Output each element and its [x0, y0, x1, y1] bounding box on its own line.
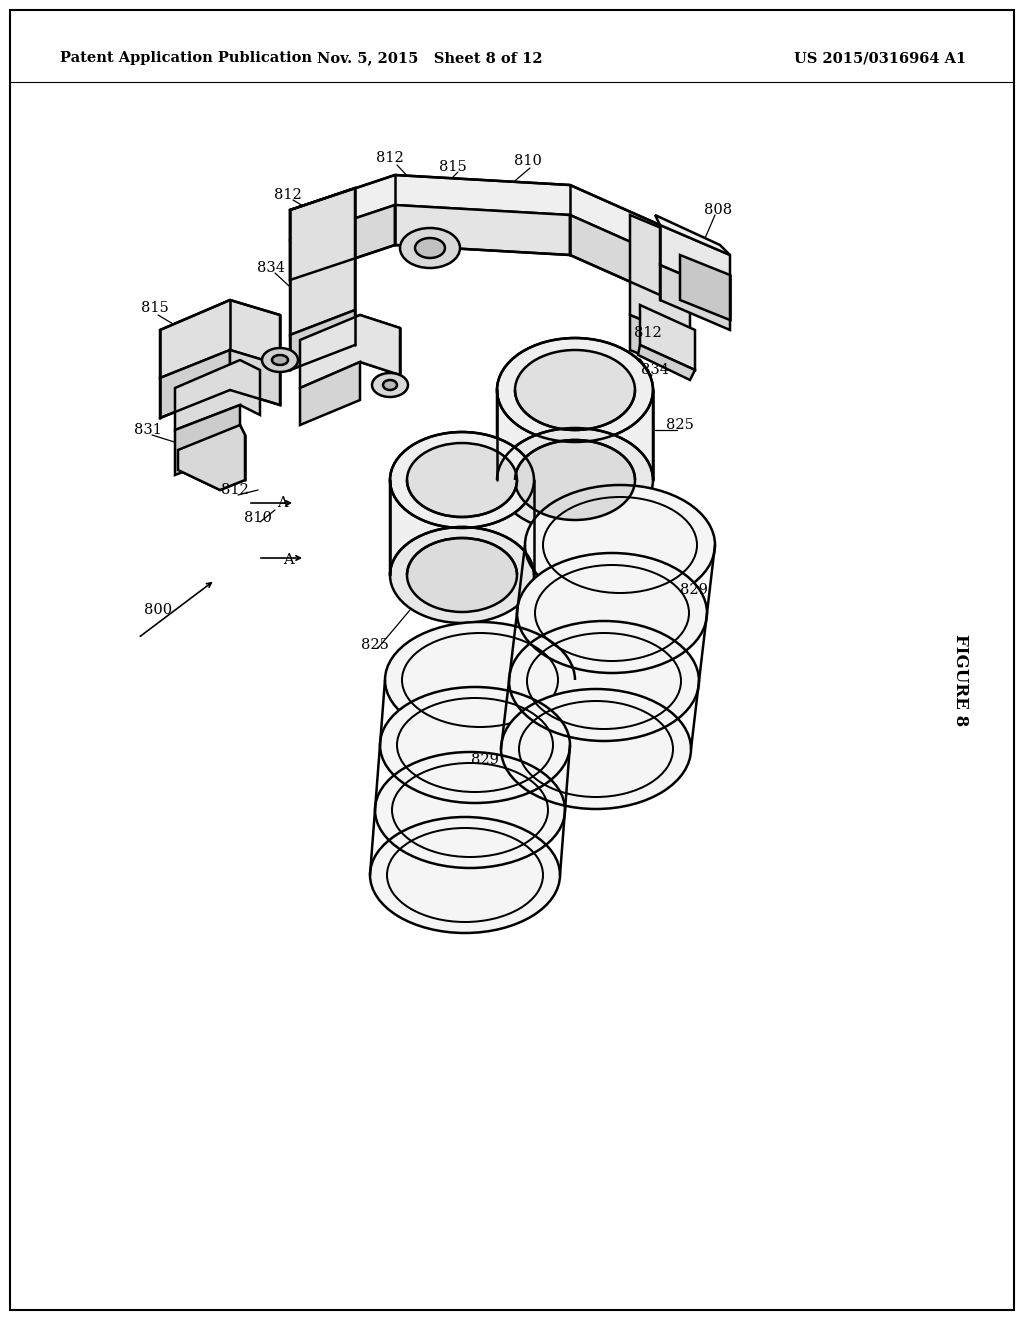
Polygon shape — [300, 362, 360, 425]
Text: 810: 810 — [514, 154, 542, 168]
Polygon shape — [290, 310, 355, 370]
Text: 829: 829 — [471, 752, 499, 767]
Text: 834: 834 — [641, 363, 669, 378]
Ellipse shape — [497, 338, 653, 442]
Ellipse shape — [375, 752, 565, 869]
Ellipse shape — [517, 553, 707, 673]
Polygon shape — [497, 389, 653, 500]
Text: 815: 815 — [439, 160, 467, 174]
Text: 831: 831 — [134, 422, 162, 437]
Polygon shape — [160, 350, 230, 418]
Text: 810: 810 — [244, 511, 272, 525]
Text: 834: 834 — [257, 261, 285, 275]
Polygon shape — [175, 405, 240, 475]
Polygon shape — [230, 350, 280, 405]
Ellipse shape — [415, 238, 445, 257]
Polygon shape — [575, 341, 650, 420]
Text: 815: 815 — [141, 301, 169, 315]
Text: FIGURE 8: FIGURE 8 — [951, 634, 969, 726]
Ellipse shape — [370, 817, 560, 933]
Text: US 2015/0316964 A1: US 2015/0316964 A1 — [794, 51, 966, 65]
Text: 812: 812 — [634, 326, 662, 341]
Ellipse shape — [497, 428, 653, 532]
Text: 812: 812 — [274, 187, 302, 202]
Polygon shape — [160, 300, 280, 378]
Text: Patent Application Publication: Patent Application Publication — [60, 51, 312, 65]
Polygon shape — [290, 176, 660, 255]
Ellipse shape — [372, 374, 408, 397]
Polygon shape — [395, 205, 570, 255]
Polygon shape — [660, 265, 730, 330]
Ellipse shape — [385, 622, 575, 738]
Ellipse shape — [272, 355, 288, 366]
Polygon shape — [290, 187, 355, 335]
Ellipse shape — [262, 348, 298, 372]
Text: Nov. 5, 2015   Sheet 8 of 12: Nov. 5, 2015 Sheet 8 of 12 — [317, 51, 543, 65]
Ellipse shape — [501, 689, 691, 809]
Polygon shape — [178, 425, 245, 490]
Text: 800: 800 — [144, 603, 172, 616]
Text: A: A — [276, 496, 288, 510]
Ellipse shape — [390, 432, 534, 528]
Ellipse shape — [380, 686, 570, 803]
Polygon shape — [630, 315, 690, 375]
Text: A: A — [283, 553, 293, 568]
Polygon shape — [630, 215, 690, 341]
Polygon shape — [660, 224, 730, 294]
Ellipse shape — [390, 527, 534, 623]
Text: 829: 829 — [680, 583, 708, 597]
Polygon shape — [290, 205, 395, 280]
Polygon shape — [640, 305, 695, 370]
Ellipse shape — [407, 539, 517, 612]
Text: 808: 808 — [703, 203, 732, 216]
Text: 825: 825 — [361, 638, 389, 652]
Ellipse shape — [407, 444, 517, 517]
Polygon shape — [300, 315, 400, 388]
Polygon shape — [680, 255, 730, 319]
Ellipse shape — [515, 350, 635, 430]
Text: 825: 825 — [666, 418, 694, 432]
Polygon shape — [390, 480, 534, 595]
Polygon shape — [655, 215, 730, 255]
Ellipse shape — [525, 484, 715, 605]
Text: 812: 812 — [376, 150, 403, 165]
Polygon shape — [638, 345, 695, 380]
Polygon shape — [570, 215, 660, 294]
Text: 812: 812 — [221, 483, 249, 498]
Ellipse shape — [515, 440, 635, 520]
Ellipse shape — [400, 228, 460, 268]
Ellipse shape — [509, 620, 699, 741]
Polygon shape — [175, 360, 260, 430]
Ellipse shape — [383, 380, 397, 389]
